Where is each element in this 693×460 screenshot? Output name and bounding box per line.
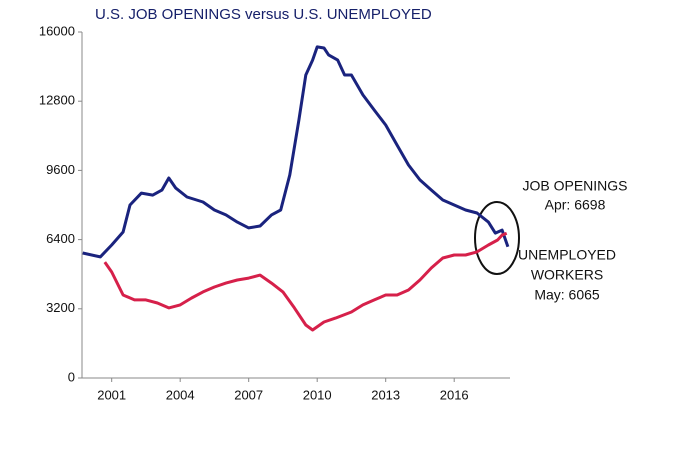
y-tick-label: 9600	[46, 162, 75, 177]
y-tick-label: 3200	[46, 300, 75, 315]
x-tick-label: 2010	[303, 387, 332, 402]
x-tick-label: 2001	[97, 387, 126, 402]
x-tick-label: 2007	[234, 387, 263, 402]
y-tick-label: 6400	[46, 231, 75, 246]
y-tick-label: 12800	[39, 93, 75, 108]
chart-title: U.S. JOB OPENINGS versus U.S. UNEMPLOYED	[95, 6, 432, 23]
annotation: UNEMPLOYED	[518, 247, 616, 263]
annotation: Apr: 6698	[545, 197, 606, 213]
x-tick-label: 2016	[440, 387, 469, 402]
line-series	[82, 45, 510, 259]
line-series	[103, 231, 508, 332]
x-tick-label: 2004	[166, 387, 195, 402]
x-tick-label: 2013	[371, 387, 400, 402]
highlight-circle	[474, 201, 520, 275]
y-tick-label: 16000	[39, 23, 75, 38]
y-tick-label: 0	[68, 369, 75, 384]
annotation: May: 6065	[534, 287, 600, 303]
annotation: JOB OPENINGS	[522, 178, 627, 194]
annotation: WORKERS	[531, 267, 603, 283]
